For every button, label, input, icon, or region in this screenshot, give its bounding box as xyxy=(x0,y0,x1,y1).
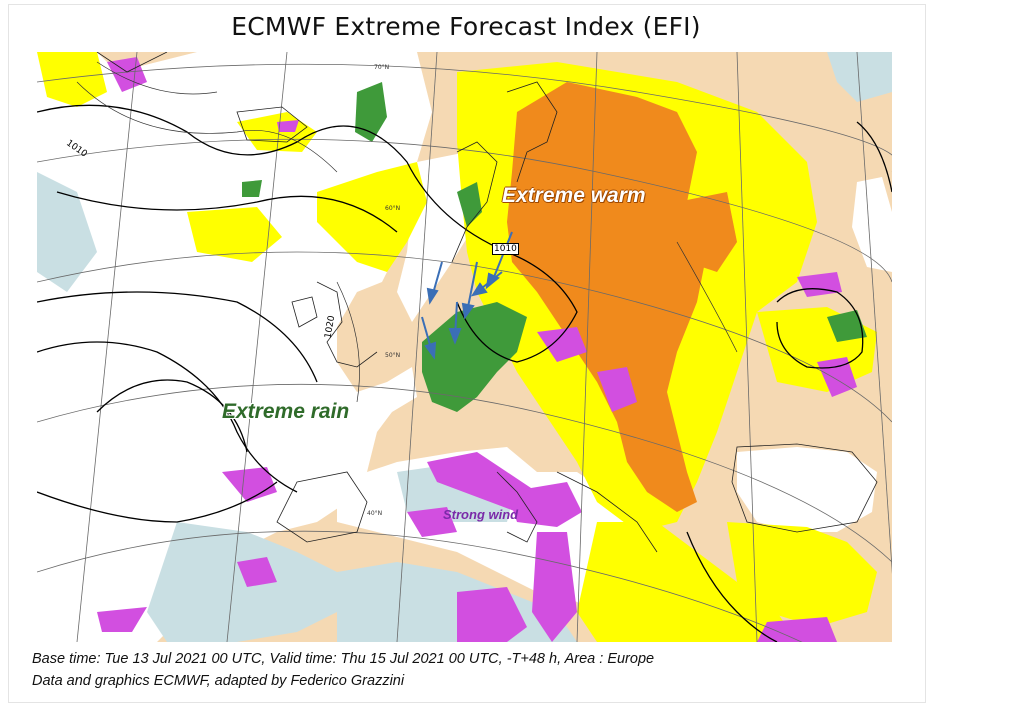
arrow-2 xyxy=(466,261,478,313)
efi-map: 1010 1010 1020 70°N 60°N 50°N 40°N xyxy=(37,52,892,642)
extreme-warm-label: Extreme warm xyxy=(502,184,646,207)
strong-wind-med-2 xyxy=(407,507,457,537)
extreme-warm-zone-2 xyxy=(677,192,737,272)
flow-arrows xyxy=(421,231,513,360)
warm-zone-turkey xyxy=(727,522,877,627)
strong-wind-africa xyxy=(457,587,527,642)
lat-label-70: 70°N xyxy=(374,64,390,71)
strong-wind-black-sea xyxy=(817,357,857,397)
extreme-rain-atlantic xyxy=(355,82,387,142)
lat-label-50: 50°N xyxy=(385,352,401,359)
graticule xyxy=(37,52,892,642)
black-sea xyxy=(737,447,877,532)
thin-contours xyxy=(76,61,738,403)
caspian-sea xyxy=(852,177,892,272)
strong-wind-sardinia xyxy=(237,557,277,587)
lat-label-40: 40°N xyxy=(367,510,383,517)
extreme-warm-zone xyxy=(507,82,707,512)
extreme-rain-zone xyxy=(422,302,527,412)
coastlines xyxy=(96,52,878,553)
strong-wind-iceland xyxy=(277,120,299,132)
caption-credit: Data and graphics ECMWF, adapted by Fede… xyxy=(32,673,405,689)
strong-wind-iberia xyxy=(222,467,277,502)
strong-wind-danube xyxy=(537,327,587,362)
warm-zone-atlantic xyxy=(317,162,427,272)
cool-anomaly-arctic xyxy=(827,52,892,102)
warm-zone-balkans-africa xyxy=(577,522,797,642)
warm-zone-mid-atlantic xyxy=(187,207,282,262)
lat-label-60: 60°N xyxy=(385,205,401,212)
extreme-rain-iceland xyxy=(242,180,262,197)
strong-wind-west xyxy=(97,607,147,632)
cool-anomaly-west xyxy=(37,172,97,292)
map-title: ECMWF Extreme Forecast Index (EFI) xyxy=(231,12,701,41)
cool-anomaly-iberia xyxy=(147,522,337,642)
strong-wind-label: Strong wind xyxy=(443,507,519,522)
caption-base-time: Base time: Tue 13 Jul 2021 00 UTC, Valid… xyxy=(32,651,655,667)
strong-wind-cyprus xyxy=(757,617,837,642)
extreme-rain-caucasus xyxy=(827,310,867,342)
arrow-1 xyxy=(491,231,513,283)
isobars xyxy=(37,104,892,642)
strong-wind-italy xyxy=(507,482,582,527)
extreme-rain-label: Extreme rain xyxy=(222,400,350,423)
isobar-label-1010-center: 1010 xyxy=(492,243,519,255)
strong-wind-balkans xyxy=(597,367,637,412)
